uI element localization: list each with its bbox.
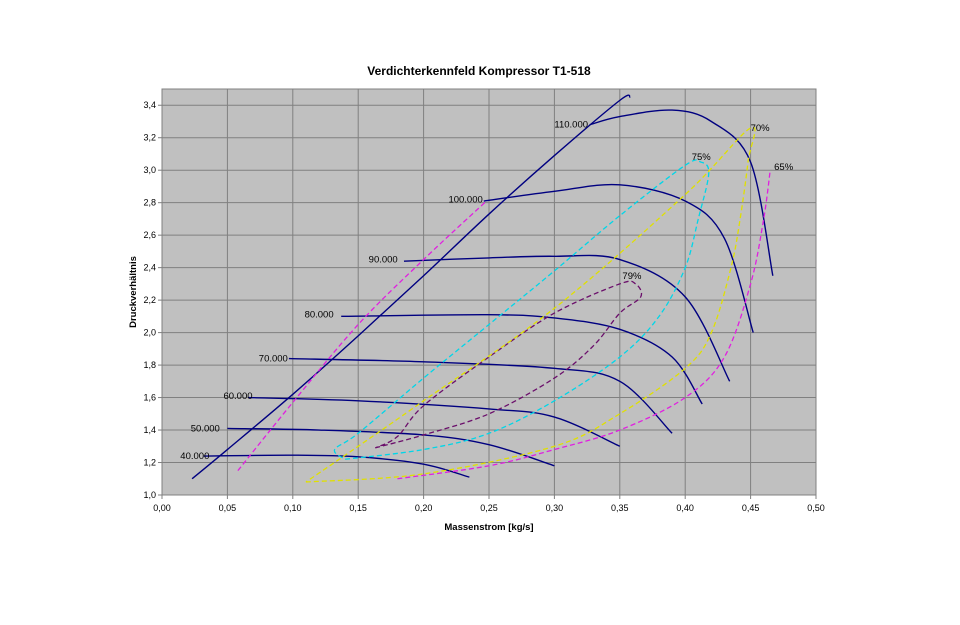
y-tick-label: 2,2 xyxy=(143,295,156,305)
speed-line-40.000 xyxy=(203,454,470,478)
speed-line-50.000 xyxy=(227,427,555,467)
efficiency-contour-65% xyxy=(237,201,487,472)
y-tick-label: 3,4 xyxy=(143,100,156,110)
speed-label-110.000: 110.000 xyxy=(554,120,588,131)
x-tick-label: 0,30 xyxy=(546,503,564,513)
y-tick-label: 1,0 xyxy=(143,490,156,500)
speed-label-70.000: 70.000 xyxy=(259,354,288,365)
speed-label-50.000: 50.000 xyxy=(191,423,220,434)
x-tick-label: 0,50 xyxy=(807,503,825,513)
y-tick-label: 3,0 xyxy=(143,165,156,175)
annotations: 40.000 50.000 60.000 70.000 80.000 90.000 100.… xyxy=(180,120,793,462)
speed-label-60.000: 60.000 xyxy=(223,391,252,402)
speed-lines xyxy=(191,94,774,480)
y-tick-label: 1,6 xyxy=(143,393,156,403)
x-tick-label: 0,25 xyxy=(480,503,498,513)
y-axis-label: Druckverhältnis xyxy=(128,256,139,328)
speed-label-40.000: 40.000 xyxy=(180,451,209,462)
x-tick-labels: 0,00 0,05 0,10 0,15 0,20 0,25 0,30 0,35 0,40 0,45… xyxy=(153,503,825,513)
efficiency-label-79%: 79% xyxy=(622,271,642,282)
x-tick-label: 0,35 xyxy=(611,503,629,513)
x-tick-label: 0,20 xyxy=(415,503,433,513)
speed-line-90.000 xyxy=(403,254,731,382)
gridlines xyxy=(158,89,817,499)
y-tick-label: 1,4 xyxy=(143,425,156,435)
speed-line-100.000 xyxy=(483,183,754,333)
speed-line-110.000 xyxy=(589,109,774,276)
efficiency-contour-79% xyxy=(374,280,643,449)
y-tick-label: 2,0 xyxy=(143,328,156,338)
x-axis-label: Massenstrom [kg/s] xyxy=(444,522,533,533)
speed-line-60.000 xyxy=(248,396,621,447)
y-tick-label: 1,2 xyxy=(143,458,156,468)
efficiency-contour-75% xyxy=(333,159,710,460)
x-tick-label: 0,05 xyxy=(219,503,237,513)
speed-line-80.000 xyxy=(341,314,703,405)
efficiency-label-65%: 65% xyxy=(774,162,794,173)
y-tick-label: 3,2 xyxy=(143,133,156,143)
surge-line xyxy=(191,94,631,480)
speed-label-80.000: 80.000 xyxy=(305,310,334,321)
x-tick-label: 0,00 xyxy=(153,503,171,513)
x-tick-label: 0,40 xyxy=(676,503,694,513)
chart-title: Verdichterkennfeld Kompressor T1-518 xyxy=(367,64,591,78)
efficiency-contour-70% xyxy=(305,126,756,483)
y-tick-label: 1,8 xyxy=(143,360,156,370)
x-tick-label: 0,45 xyxy=(742,503,760,513)
y-tick-label: 2,8 xyxy=(143,198,156,208)
x-tick-label: 0,15 xyxy=(349,503,367,513)
speed-label-100.000: 100.000 xyxy=(448,194,482,205)
efficiency-label-70%: 70% xyxy=(751,123,771,134)
efficiency-contour-65%-right xyxy=(397,170,771,480)
efficiency-label-75%: 75% xyxy=(692,152,712,163)
speed-line-70.000 xyxy=(288,357,673,434)
x-tick-label: 0,10 xyxy=(284,503,302,513)
y-tick-labels: 1,0 1,2 1,4 1,6 1,8 2,0 2,2 2,4 2,6 2,8 3,0 3,2 3,4 xyxy=(143,100,156,500)
efficiency-contours xyxy=(237,126,771,483)
speed-label-90.000: 90.000 xyxy=(369,255,398,266)
y-tick-label: 2,6 xyxy=(143,230,156,240)
y-tick-label: 2,4 xyxy=(143,263,156,273)
